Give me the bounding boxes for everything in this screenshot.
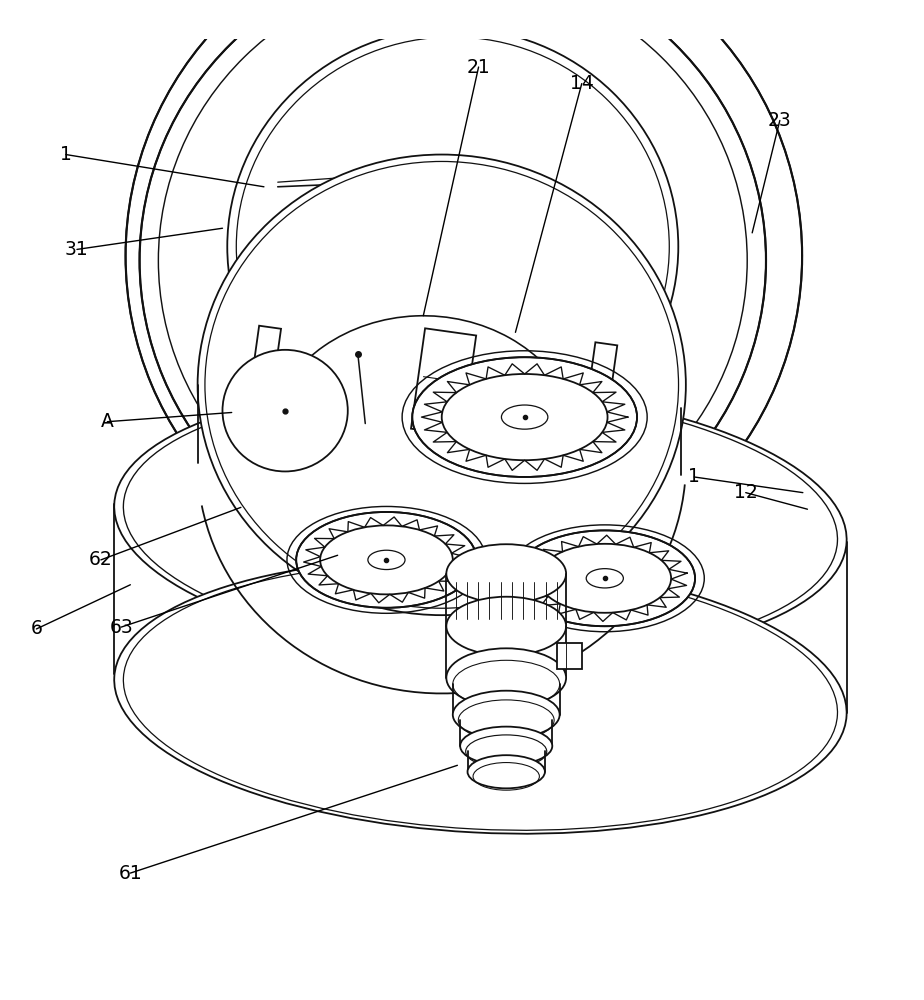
Text: 1: 1 xyxy=(60,145,72,164)
Ellipse shape xyxy=(412,357,637,477)
Ellipse shape xyxy=(446,648,566,707)
Polygon shape xyxy=(557,643,582,669)
Ellipse shape xyxy=(515,530,695,626)
Ellipse shape xyxy=(460,727,553,765)
Text: 23: 23 xyxy=(768,111,792,130)
Text: 6: 6 xyxy=(30,619,43,638)
Ellipse shape xyxy=(539,544,671,613)
Text: 63: 63 xyxy=(109,618,133,637)
Ellipse shape xyxy=(297,512,477,608)
Ellipse shape xyxy=(468,755,545,788)
Ellipse shape xyxy=(126,0,802,591)
Text: A: A xyxy=(101,412,114,431)
Ellipse shape xyxy=(140,0,766,567)
Text: 61: 61 xyxy=(118,864,142,883)
Ellipse shape xyxy=(320,525,453,594)
Ellipse shape xyxy=(115,386,846,661)
Ellipse shape xyxy=(446,544,566,603)
Text: 12: 12 xyxy=(734,483,758,502)
Text: 31: 31 xyxy=(65,240,89,259)
Text: 21: 21 xyxy=(467,58,491,77)
Polygon shape xyxy=(583,342,617,433)
Ellipse shape xyxy=(446,597,566,656)
Ellipse shape xyxy=(223,350,347,471)
Text: 1: 1 xyxy=(688,467,700,486)
Polygon shape xyxy=(454,399,466,419)
Polygon shape xyxy=(411,328,476,436)
Ellipse shape xyxy=(442,374,608,460)
Polygon shape xyxy=(247,326,281,416)
Ellipse shape xyxy=(115,559,846,834)
Text: 62: 62 xyxy=(89,550,113,569)
Ellipse shape xyxy=(453,691,560,739)
Ellipse shape xyxy=(198,155,686,615)
Text: 14: 14 xyxy=(570,74,594,93)
